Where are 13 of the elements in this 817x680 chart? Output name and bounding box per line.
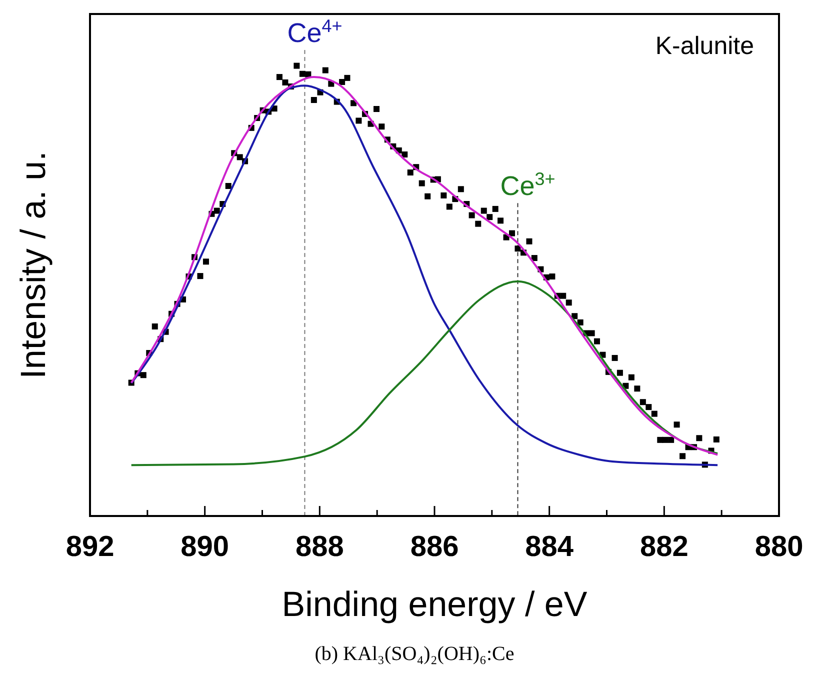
ref-line-label: Ce$^{4+}$ (287, 16, 342, 48)
y-axis-title: Intensity / a. u. (14, 151, 53, 379)
text: K-alunite (655, 32, 754, 60)
x-tick-label: 884 (525, 531, 574, 563)
x-tick-label: 886 (410, 531, 459, 563)
x-tick-label: 882 (640, 531, 688, 563)
text: (b) KAl₃(SO₄)₂(OH)₆:Ce (314, 643, 514, 665)
x-tick-label: 880 (754, 531, 804, 563)
x-axis-title: Binding energy / eV (282, 585, 588, 624)
ref-line-label: Ce$^{3+}$ (500, 169, 556, 202)
x-tick-label: 890 (180, 531, 230, 563)
x-tick-label: 892 (66, 531, 114, 563)
x-tick-label: 888 (295, 531, 344, 563)
